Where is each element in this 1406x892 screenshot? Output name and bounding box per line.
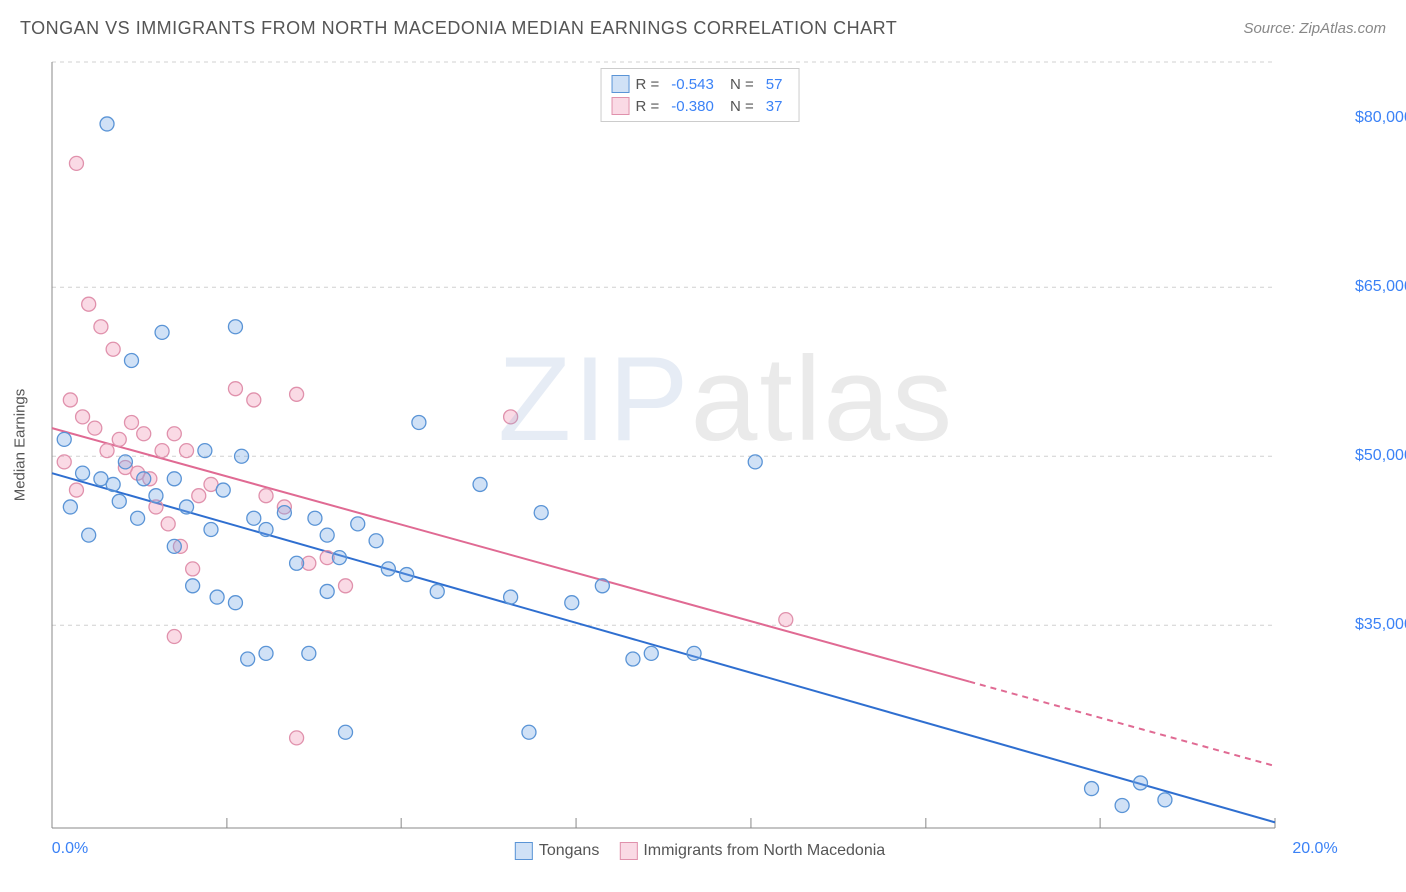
legend-label-tongans: Tongans [539, 842, 600, 860]
y-tick-label: $35,000 [1355, 616, 1406, 634]
r-label: R = [636, 76, 660, 93]
n-label: N = [726, 76, 754, 93]
n-label: N = [726, 98, 754, 115]
y-tick-label: $80,000 [1355, 109, 1406, 127]
chart-svg [50, 60, 1350, 830]
r-value-tongans: -0.543 [671, 76, 714, 93]
chart-title: TONGAN VS IMMIGRANTS FROM NORTH MACEDONI… [20, 18, 897, 39]
scatter-chart: Median Earnings ZIPatlas R = -0.543 N = … [50, 60, 1350, 830]
legend-label-macedonia: Immigrants from North Macedonia [643, 842, 885, 860]
correlation-legend: R = -0.543 N = 57 R = -0.380 N = 37 [601, 68, 800, 122]
r-value-macedonia: -0.380 [671, 98, 714, 115]
chart-header: TONGAN VS IMMIGRANTS FROM NORTH MACEDONI… [20, 18, 1386, 39]
n-value-tongans: 57 [766, 76, 783, 93]
source-attribution: Source: ZipAtlas.com [1243, 20, 1386, 37]
legend-row-tongans: R = -0.543 N = 57 [612, 73, 789, 95]
x-tick-max: 20.0% [1292, 840, 1337, 858]
r-label: R = [636, 98, 660, 115]
swatch-macedonia-bottom [619, 842, 637, 860]
y-tick-label: $50,000 [1355, 447, 1406, 465]
legend-row-macedonia: R = -0.380 N = 37 [612, 95, 789, 117]
n-value-macedonia: 37 [766, 98, 783, 115]
y-axis-label: Median Earnings [12, 389, 29, 502]
x-tick-min: 0.0% [52, 840, 88, 858]
swatch-tongans [612, 75, 630, 93]
y-tick-label: $65,000 [1355, 278, 1406, 296]
swatch-tongans-bottom [515, 842, 533, 860]
swatch-macedonia [612, 97, 630, 115]
legend-item-tongans: Tongans [515, 842, 600, 860]
legend-item-macedonia: Immigrants from North Macedonia [619, 842, 885, 860]
series-legend: Tongans Immigrants from North Macedonia [515, 842, 885, 860]
